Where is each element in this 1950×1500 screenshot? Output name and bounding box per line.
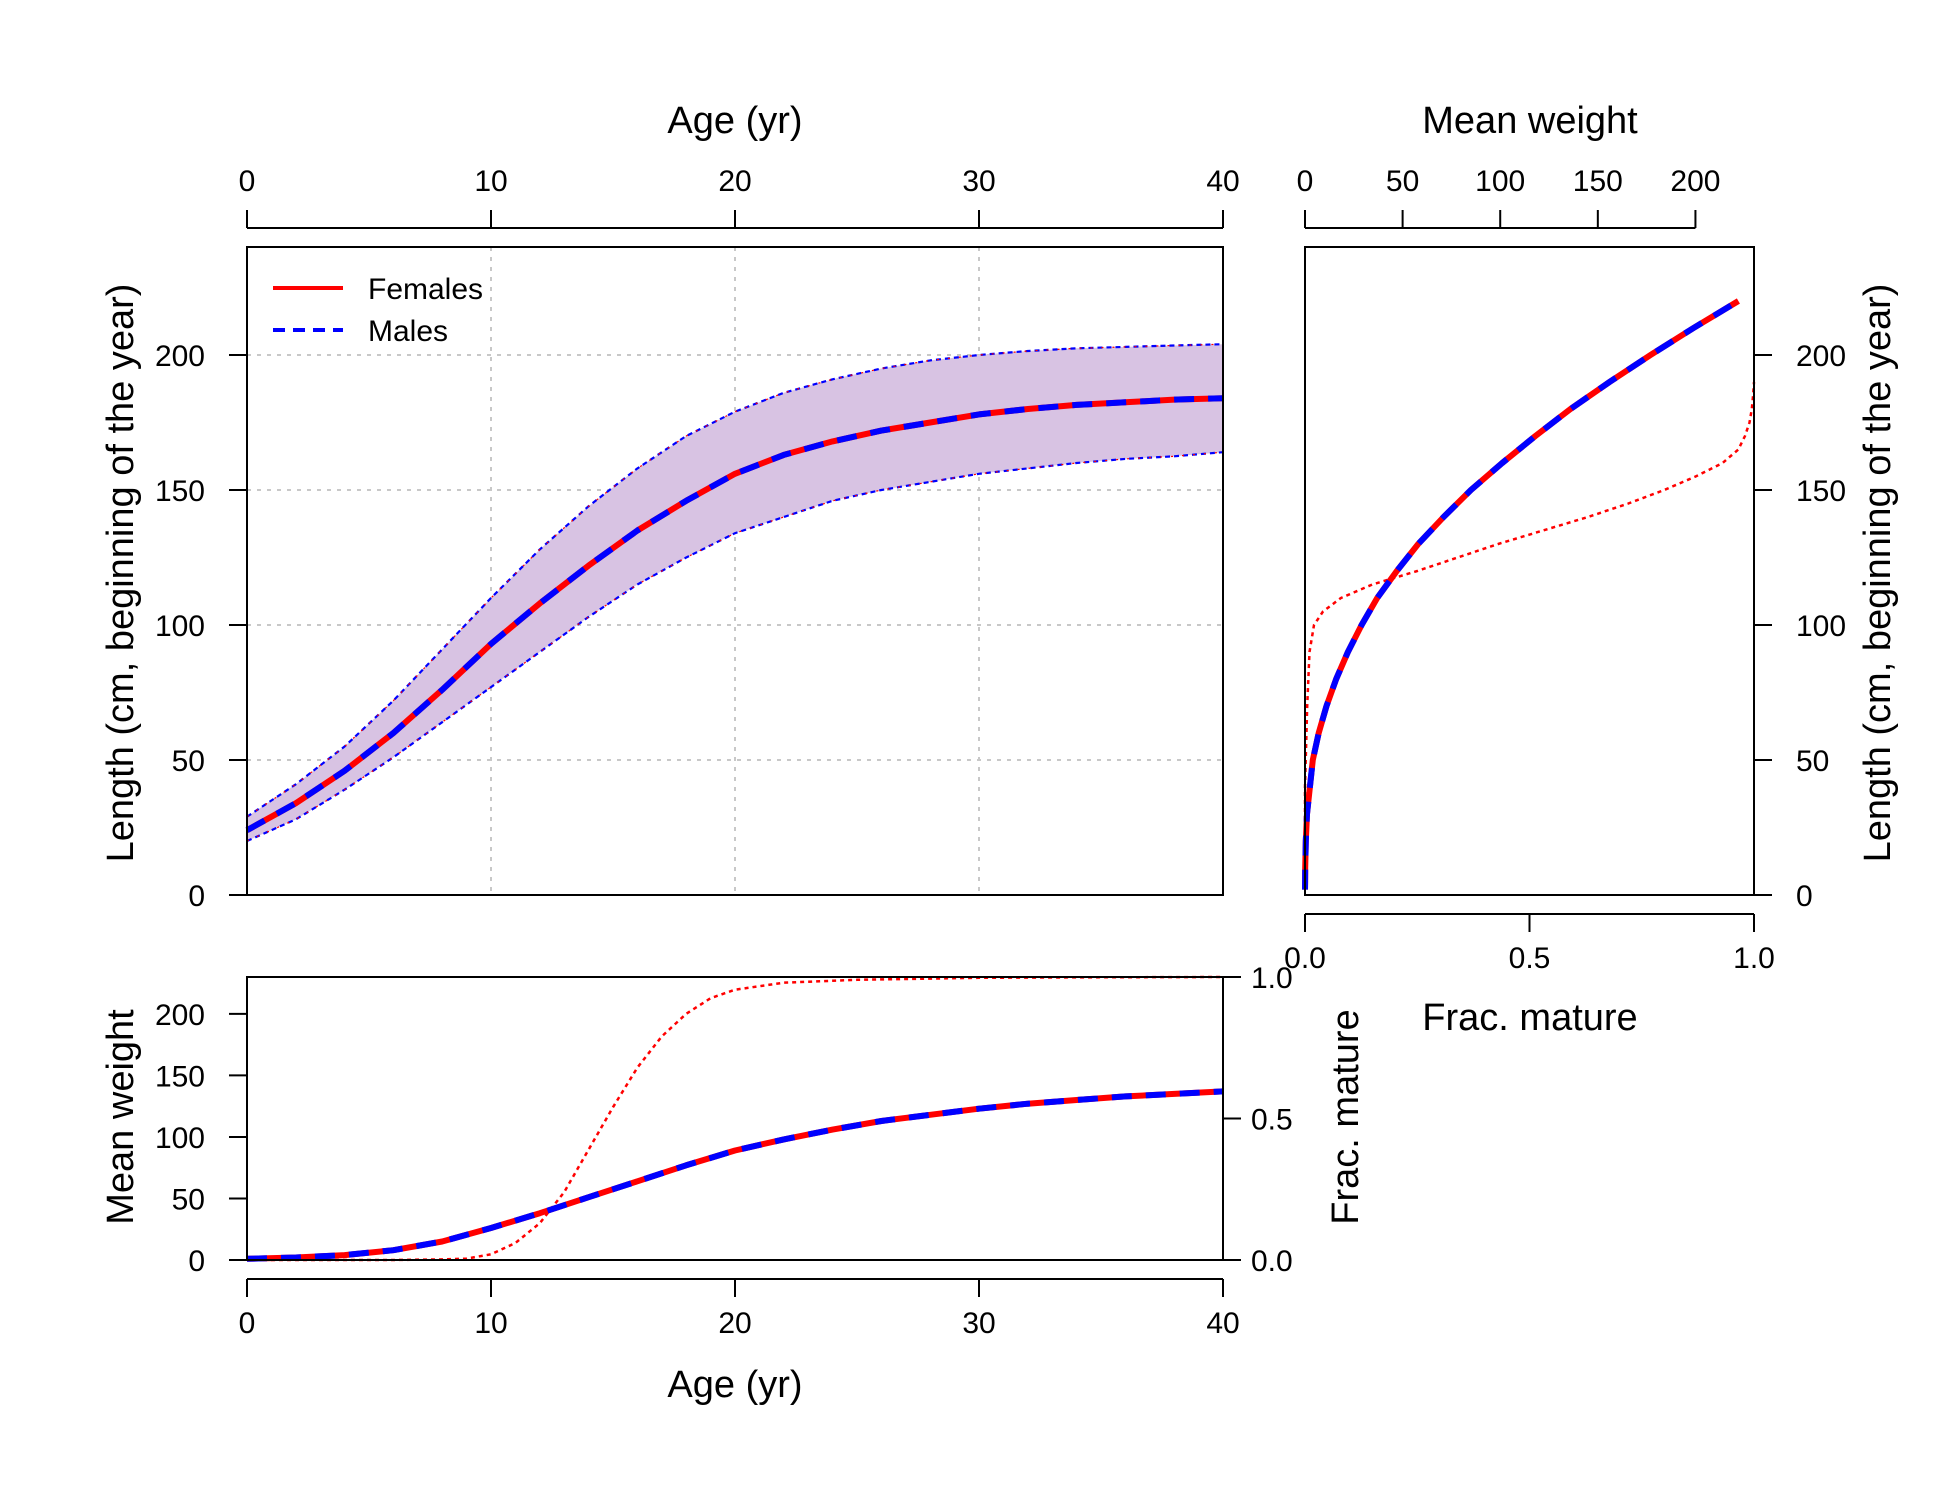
p2-top-x-axis: 0 50 100 150 200 [1297, 165, 1720, 229]
p1-interval-lower-line [246, 451, 1224, 843]
p3-x-tick-label: 30 [962, 1307, 995, 1340]
p2-x-tick-label: 0.0 [1284, 942, 1326, 975]
p1-series-females [245, 395, 1224, 833]
legend-label-females: Females [368, 273, 483, 306]
p1-x-tick-label: 40 [1206, 165, 1239, 198]
p2-series-males [1302, 298, 1740, 890]
p3-y2-tick-label: 0.0 [1251, 1245, 1293, 1278]
p2-y-tick-label: 0 [1796, 880, 1813, 913]
p3-y-tick-label: 0 [188, 1245, 205, 1278]
p3-y-tick-label: 100 [155, 1122, 205, 1155]
p2-x-tick-label: 1.0 [1733, 942, 1775, 975]
legend: Females Males [273, 273, 483, 348]
p3-x-tick-label: 0 [239, 1307, 256, 1340]
p1-y-tick-label: 150 [155, 475, 205, 508]
p2-top-x-axis-title: Mean weight [1422, 100, 1638, 142]
p1-top-x-axis: 0 10 20 30 40 [239, 165, 1240, 229]
p3-series-males [246, 1088, 1224, 1262]
p1-y-tick-label: 50 [172, 745, 205, 778]
p3-x-tick-label: 40 [1206, 1307, 1239, 1340]
p2-x2-tick-label: 0 [1297, 165, 1314, 198]
p1-y-tick-label: 200 [155, 340, 205, 373]
p1-y-tick-label: 0 [188, 880, 205, 913]
p2-maturity-curve [1303, 381, 1756, 868]
p2-y-tick-label: 150 [1796, 475, 1846, 508]
p1-left-y-axis: 0 50 100 150 200 [155, 340, 248, 913]
p1-interval-band [247, 344, 1223, 841]
weight-maturity-at-length-panel: 0 50 100 150 200 0.0 0.5 1.0 0 50 100 150 200 Mean… [1284, 100, 1899, 1039]
p3-y2-axis-title: Frac. mature [1325, 1009, 1367, 1224]
p2-x-tick-label: 0.5 [1509, 942, 1551, 975]
p3-y-tick-label: 150 [155, 1060, 205, 1093]
p2-y-tick-label: 50 [1796, 745, 1829, 778]
p2-x2-tick-label: 150 [1573, 165, 1623, 198]
p3-y-tick-label: 200 [155, 999, 205, 1032]
weight-maturity-at-age-panel: 0 10 20 30 40 0 50 100 150 200 0.0 0.5 1.0 Age (yr… [100, 962, 1367, 1406]
p3-y-axis-title: Mean weight [100, 1009, 142, 1225]
p1-x-tick-label: 30 [962, 165, 995, 198]
p2-y-tick-label: 100 [1796, 610, 1846, 643]
p3-bottom-x-axis: 0 10 20 30 40 [239, 1278, 1240, 1340]
p2-y-axis-title: Length (cm, beginning of the year) [1857, 284, 1899, 863]
p2-bottom-x-axis-title: Frac. mature [1422, 997, 1637, 1039]
p1-x-tick-label: 10 [474, 165, 507, 198]
p2-x2-tick-label: 200 [1670, 165, 1720, 198]
p1-interval-upper-line-female [246, 343, 1224, 818]
p2-x2-tick-label: 50 [1386, 165, 1419, 198]
p2-x2-tick-label: 100 [1475, 165, 1525, 198]
p3-x-tick-label: 20 [718, 1307, 751, 1340]
p3-left-y-axis: 0 50 100 150 200 [155, 999, 248, 1278]
p3-right-y-axis: 0.0 0.5 1.0 [1222, 962, 1293, 1278]
p3-x-tick-label: 10 [474, 1307, 507, 1340]
p1-x-tick-label: 0 [239, 165, 256, 198]
p1-x-tick-label: 20 [718, 165, 751, 198]
p1-y-tick-label: 100 [155, 610, 205, 643]
p3-y2-tick-label: 1.0 [1251, 962, 1293, 995]
p2-y-tick-label: 200 [1796, 340, 1846, 373]
p3-y2-tick-label: 0.5 [1251, 1104, 1293, 1137]
p2-right-y-axis: 0 50 100 150 200 [1753, 340, 1846, 913]
p1-x-axis-title: Age (yr) [667, 100, 802, 142]
legend-label-males: Males [368, 315, 448, 348]
p1-y-axis-title: Length (cm, beginning of the year) [100, 284, 142, 863]
length-at-age-panel: 0 10 20 30 40 0 50 100 150 200 Age (yr) Length (… [100, 100, 1240, 913]
p3-y-tick-label: 50 [172, 1183, 205, 1216]
p3-x-axis-title: Age (yr) [667, 1364, 802, 1406]
p2-bottom-x-axis: 0.0 0.5 1.0 [1284, 913, 1775, 975]
